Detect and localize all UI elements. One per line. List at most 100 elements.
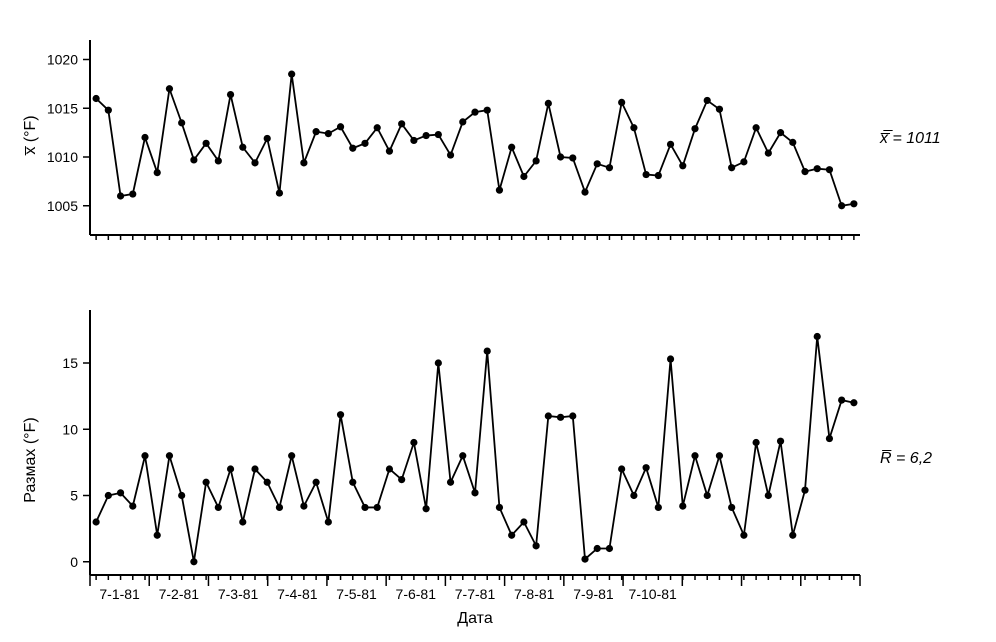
data-point: [300, 503, 307, 510]
data-point: [594, 545, 601, 552]
data-point: [105, 107, 112, 114]
data-point: [300, 159, 307, 166]
x-tick-label: 7-8-81: [514, 586, 555, 602]
data-point: [753, 439, 760, 446]
data-point: [728, 504, 735, 511]
data-point: [239, 518, 246, 525]
data-point: [239, 144, 246, 151]
data-point: [386, 465, 393, 472]
data-point: [508, 532, 515, 539]
data-point: [753, 124, 760, 131]
data-line: [96, 74, 854, 206]
data-point: [484, 107, 491, 114]
data-point: [643, 464, 650, 471]
data-point: [166, 452, 173, 459]
y-tick-label: 15: [62, 355, 78, 371]
x-tick-label: 7-6-81: [396, 586, 437, 602]
data-point: [838, 397, 845, 404]
data-point: [533, 157, 540, 164]
data-point: [361, 504, 368, 511]
data-point: [581, 189, 588, 196]
data-point: [264, 135, 271, 142]
data-point: [215, 504, 222, 511]
data-point: [655, 172, 662, 179]
data-point: [313, 128, 320, 135]
data-point: [178, 119, 185, 126]
data-point: [667, 141, 674, 148]
data-point: [679, 162, 686, 169]
data-point: [251, 465, 258, 472]
data-point: [471, 489, 478, 496]
data-point: [667, 355, 674, 362]
data-point: [508, 144, 515, 151]
data-point: [93, 95, 100, 102]
x-tick-label: 7-4-81: [277, 586, 318, 602]
data-point: [789, 532, 796, 539]
data-point: [374, 124, 381, 131]
y-tick-label: 1020: [47, 52, 78, 68]
data-point: [740, 532, 747, 539]
data-point: [765, 150, 772, 157]
data-point: [765, 492, 772, 499]
data-point: [594, 160, 601, 167]
data-point: [569, 412, 576, 419]
data-point: [630, 492, 637, 499]
data-line: [96, 337, 854, 562]
data-point: [716, 106, 723, 113]
data-point: [777, 438, 784, 445]
data-point: [423, 132, 430, 139]
data-point: [215, 157, 222, 164]
data-point: [471, 109, 478, 116]
data-point: [581, 556, 588, 563]
x-tick-label: 7-9-81: [573, 586, 614, 602]
data-point: [227, 91, 234, 98]
data-point: [288, 452, 295, 459]
data-point: [643, 171, 650, 178]
data-point: [154, 532, 161, 539]
data-point: [459, 118, 466, 125]
data-point: [313, 479, 320, 486]
data-point: [789, 139, 796, 146]
data-point: [398, 120, 405, 127]
data-point: [850, 399, 857, 406]
data-point: [618, 465, 625, 472]
data-point: [276, 504, 283, 511]
range-chart: 051015Размах (°F)7-1-817-2-817-3-817-4-8…: [22, 310, 860, 602]
data-point: [251, 159, 258, 166]
data-point: [520, 173, 527, 180]
data-point: [728, 164, 735, 171]
y-tick-label: 1015: [47, 100, 78, 116]
data-point: [459, 452, 466, 459]
data-point: [850, 200, 857, 207]
data-point: [190, 156, 197, 163]
data-point: [496, 504, 503, 511]
data-point: [704, 492, 711, 499]
data-point: [93, 518, 100, 525]
y-axis-label: x̅ (°F): [22, 115, 39, 155]
data-point: [349, 479, 356, 486]
data-point: [447, 479, 454, 486]
data-point: [691, 452, 698, 459]
y-tick-label: 1005: [47, 198, 78, 214]
x-tick-label: 7-2-81: [159, 586, 200, 602]
data-point: [141, 452, 148, 459]
data-point: [545, 412, 552, 419]
data-point: [386, 148, 393, 155]
data-point: [801, 487, 808, 494]
data-point: [129, 503, 136, 510]
data-point: [361, 140, 368, 147]
data-point: [325, 130, 332, 137]
data-point: [141, 134, 148, 141]
y-tick-label: 0: [70, 554, 78, 570]
data-point: [288, 71, 295, 78]
y-tick-label: 5: [70, 488, 78, 504]
data-point: [447, 151, 454, 158]
data-point: [117, 489, 124, 496]
y-axis-label: Размах (°F): [22, 417, 39, 502]
data-point: [740, 158, 747, 165]
data-point: [679, 503, 686, 510]
data-point: [410, 439, 417, 446]
data-point: [276, 189, 283, 196]
xbar-chart: 1005101010151020x̅ (°F): [22, 40, 860, 240]
data-point: [801, 168, 808, 175]
